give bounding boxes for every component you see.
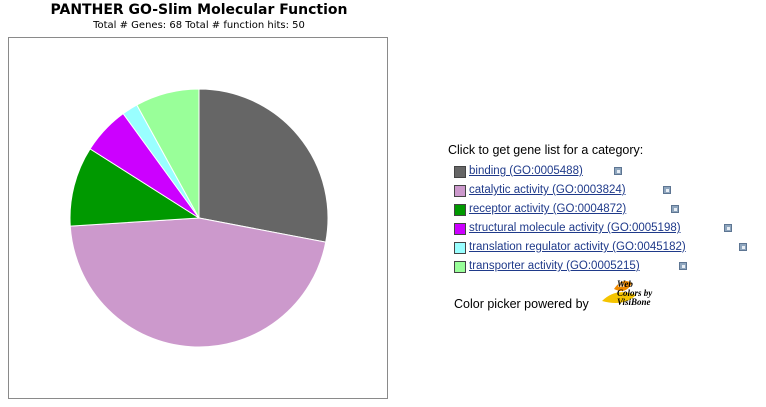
legend-swatch [454,242,466,254]
logo-text-line-3: VisiBone [617,297,651,307]
pie-slice-2[interactable] [69,148,201,227]
external-link-icon[interactable] [724,224,732,232]
legend: Click to get gene list for a category: b… [448,143,758,276]
legend-item: catalytic activity (GO:0003824) [448,181,758,200]
legend-link[interactable]: transporter activity (GO:0005215) [469,260,640,272]
legend-swatch [454,166,466,178]
pie-slice-5[interactable] [136,88,200,219]
logo-text-line-1: Web [617,279,633,289]
legend-item: translation regulator activity (GO:00451… [448,238,758,257]
legend-swatch [454,261,466,273]
legend-link[interactable]: receptor activity (GO:0004872) [469,203,627,215]
legend-item: structural molecule activity (GO:0005198… [448,219,758,238]
legend-link[interactable]: structural molecule activity (GO:0005198… [469,222,681,234]
legend-swatch [454,223,466,235]
pie-slice-1[interactable] [69,217,327,348]
logo-text-line-2: Colors by [617,288,653,298]
color-picker-credit: Color picker powered by [454,297,589,311]
legend-link[interactable]: binding (GO:0005488) [469,165,583,177]
legend-link[interactable]: catalytic activity (GO:0003824) [469,184,626,196]
external-link-icon[interactable] [679,262,687,270]
legend-swatch [454,204,466,216]
chart-title: PANTHER GO-Slim Molecular Function [50,2,348,18]
legend-item: receptor activity (GO:0004872) [448,200,758,219]
legend-swatch [454,185,466,197]
chart-subtitle: Total # Genes: 68 Total # function hits:… [93,20,305,31]
legend-link[interactable]: translation regulator activity (GO:00451… [469,241,686,253]
pie-chart-frame [8,37,388,399]
external-link-icon[interactable] [663,186,671,194]
external-link-icon[interactable] [614,167,622,175]
external-link-icon[interactable] [739,243,747,251]
legend-item: binding (GO:0005488) [448,162,758,181]
visibone-logo-text: Web Colors by VisiBone [617,280,652,307]
legend-heading: Click to get gene list for a category: [448,143,644,157]
visibone-logo-icon[interactable] [596,277,706,313]
external-link-icon[interactable] [671,205,679,213]
legend-item: transporter activity (GO:0005215) [448,257,758,276]
pie-slice-0[interactable] [198,88,329,243]
pie-chart [69,88,329,348]
